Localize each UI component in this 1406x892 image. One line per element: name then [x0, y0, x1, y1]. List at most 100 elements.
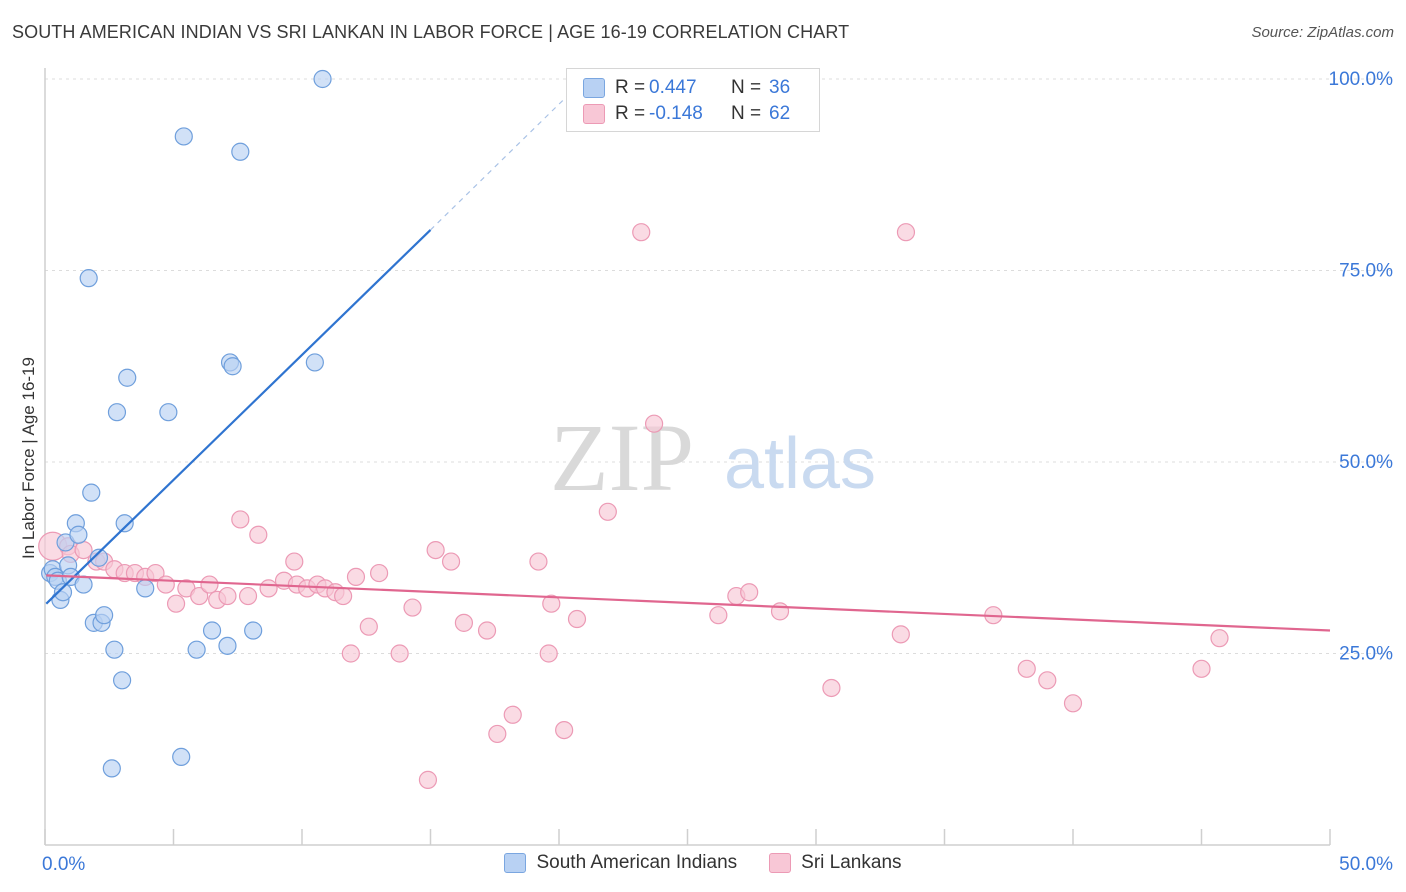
legend-n-label: N =	[731, 77, 762, 98]
chart-source: Source: ZipAtlas.com	[1251, 24, 1394, 41]
bottom-legend-item-south-american-indians[interactable]: South American Indians	[504, 852, 737, 874]
legend-box: R = 0.447 N = 36 R = -0.148 N = 62	[566, 68, 820, 132]
x-tick-label: 50.0%	[1339, 854, 1393, 875]
y-tick-label: 75.0%	[1339, 261, 1393, 282]
sri-lankan-point	[426, 540, 445, 560]
south-american-indian-point	[136, 579, 155, 598]
bottom-legend-item-sri-lankans[interactable]: Sri Lankans	[769, 852, 902, 874]
south-american-indian-trend-line	[45, 229, 432, 605]
sri-lankan-point	[1063, 694, 1083, 713]
south-american-indian-point	[223, 357, 242, 376]
sri-lankan-point	[346, 567, 366, 587]
south-american-indian-point	[313, 69, 332, 89]
bottom-legend-swatch-pink	[769, 853, 792, 873]
sri-lankan-trend-line	[46, 574, 1331, 632]
sri-lankan-point	[822, 678, 841, 698]
legend-swatch-pink	[583, 104, 605, 124]
data-points	[38, 69, 1229, 789]
south-american-indian-trend-extension	[430, 78, 586, 231]
legend-r-label: R =	[615, 77, 646, 98]
sri-lankan-point	[1038, 671, 1057, 690]
bottom-legend-swatch-blue	[504, 853, 527, 873]
sri-lankan-point	[259, 579, 278, 598]
legend-r-value: -0.148	[649, 103, 703, 124]
x-tick-label: 0.0%	[42, 854, 85, 875]
south-american-indian-point	[107, 403, 127, 422]
sri-lankan-point	[896, 223, 916, 242]
sri-lankan-point	[1192, 659, 1211, 678]
sri-lankan-point	[709, 606, 728, 625]
sri-lankan-point	[891, 625, 910, 644]
sri-lankan-point	[441, 552, 461, 571]
sri-lankan-point	[200, 575, 219, 594]
south-american-indian-point	[95, 606, 114, 625]
sri-lankan-point	[403, 598, 422, 617]
sri-lankan-point	[418, 770, 438, 789]
south-american-indian-point	[105, 640, 124, 659]
legend-r-value: 0.447	[649, 77, 697, 98]
sri-lankan-point	[539, 644, 558, 663]
south-american-indian-point	[172, 747, 191, 767]
legend-n-value: 62	[769, 103, 791, 124]
sri-lankan-point	[454, 613, 474, 632]
y-axis-label: In Labor Force | Age 16-19	[19, 357, 38, 559]
sri-lankan-point	[1017, 659, 1036, 678]
sri-lankan-point	[370, 563, 389, 583]
sri-lankan-point	[231, 510, 250, 529]
sri-lankan-point	[218, 586, 237, 606]
tick-labels: 25.0% 50.0% 75.0% 100.0% 0.0% 50.0%	[42, 69, 1393, 875]
legend-row-south-american-indians: R = 0.447 N = 36	[583, 77, 790, 99]
sri-lankan-point	[146, 563, 165, 583]
sri-lankan-point	[567, 609, 587, 629]
legend-swatch-blue	[583, 78, 605, 98]
legend-r-label: R =	[615, 103, 646, 124]
bottom-legend: South American Indians Sri Lankans	[0, 852, 1406, 874]
grid-lines	[45, 78, 1392, 654]
south-american-indian-point	[118, 368, 137, 387]
sri-lankan-point	[598, 502, 617, 521]
sri-lankan-point	[359, 617, 378, 636]
bottom-legend-label: Sri Lankans	[801, 852, 902, 873]
bottom-legend-label: South American Indians	[536, 852, 738, 873]
legend-n-value: 36	[769, 77, 791, 98]
south-american-indian-point	[82, 483, 101, 502]
sri-lankan-point	[1210, 629, 1229, 648]
south-american-indian-point	[53, 583, 73, 602]
watermark-zip: ZIP	[550, 404, 694, 511]
sri-lankan-point	[644, 414, 664, 433]
sri-lankan-point	[285, 552, 304, 571]
sri-lankan-point	[166, 594, 186, 613]
legend-n-label: N =	[731, 103, 762, 124]
sri-lankan-point	[488, 724, 507, 744]
south-american-indian-point	[115, 514, 134, 533]
sri-lankan-point	[542, 594, 561, 613]
south-american-indian-point	[218, 636, 237, 655]
south-american-indian-point	[244, 621, 263, 640]
axes	[44, 68, 1331, 846]
y-tick-label: 50.0%	[1339, 452, 1393, 473]
sri-lankan-point	[632, 223, 651, 242]
sri-lankan-point	[334, 586, 353, 606]
south-american-indian-point	[79, 269, 98, 288]
watermark: ZIP atlas	[550, 404, 876, 511]
watermark-atlas: atlas	[724, 424, 876, 504]
sri-lankan-point	[238, 586, 258, 606]
sri-lankan-point	[190, 586, 209, 606]
sri-lankan-point	[529, 552, 548, 571]
south-american-indian-point	[305, 353, 324, 372]
south-american-indian-point	[187, 640, 206, 659]
south-american-indian-point	[69, 525, 88, 544]
sri-lankan-point	[477, 621, 497, 640]
sri-lankan-point	[555, 720, 574, 740]
legend-row-sri-lankans: R = -0.148 N = 62	[583, 103, 790, 125]
south-american-indian-point	[74, 575, 93, 594]
y-tick-label: 100.0%	[1329, 69, 1394, 90]
sri-lankan-point	[740, 583, 759, 602]
south-american-indian-point	[231, 142, 250, 161]
sri-lankan-point	[156, 575, 175, 594]
y-tick-label: 25.0%	[1339, 644, 1393, 665]
south-american-indian-point	[112, 671, 132, 690]
chart-title: SOUTH AMERICAN INDIAN VS SRI LANKAN IN L…	[12, 22, 850, 42]
sri-lankan-point	[503, 705, 522, 724]
